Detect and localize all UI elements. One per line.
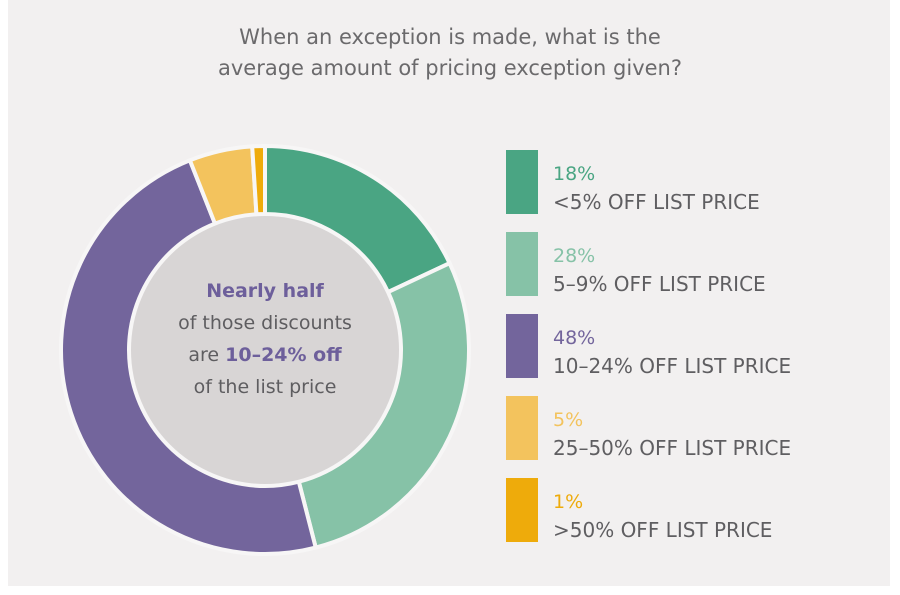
donut-center — [131, 216, 399, 484]
donut-slice — [59, 157, 319, 556]
legend-label: <5% OFF LIST PRICE — [553, 190, 760, 214]
legend-label: 10–24% OFF LIST PRICE — [553, 354, 792, 378]
legend-label: 25–50% OFF LIST PRICE — [553, 436, 792, 460]
legend-label: >50% OFF LIST PRICE — [553, 518, 773, 542]
chart-title: When an exception is made, what is the a… — [0, 22, 900, 84]
legend-swatch — [506, 478, 538, 542]
legend-percent: 1% — [553, 491, 584, 513]
donut-slice — [296, 260, 471, 551]
center-line-3-bold: 10–24% off — [225, 344, 342, 366]
center-headline: Nearly half — [206, 280, 324, 302]
legend-label: 5–9% OFF LIST PRICE — [553, 272, 766, 296]
legend-percent: 18% — [553, 163, 596, 185]
donut-slice — [250, 143, 267, 217]
legend-swatch — [506, 396, 538, 460]
center-line-2: of those discounts — [178, 312, 352, 334]
center-annotation: Nearly half of those discounts are 10–24… — [135, 275, 395, 403]
legend-percent: 5% — [553, 409, 584, 431]
center-line-3-pre: are — [188, 344, 226, 366]
title-line-1: When an exception is made, what is the — [239, 25, 661, 49]
center-line-4: of the list price — [193, 376, 337, 398]
legend-swatch — [506, 314, 538, 378]
legend-percent: 28% — [553, 245, 596, 267]
legend-swatch — [506, 232, 538, 296]
legend-swatch — [506, 150, 538, 214]
legend-percent: 48% — [553, 327, 596, 349]
title-line-2: average amount of pricing exception give… — [217, 56, 683, 80]
